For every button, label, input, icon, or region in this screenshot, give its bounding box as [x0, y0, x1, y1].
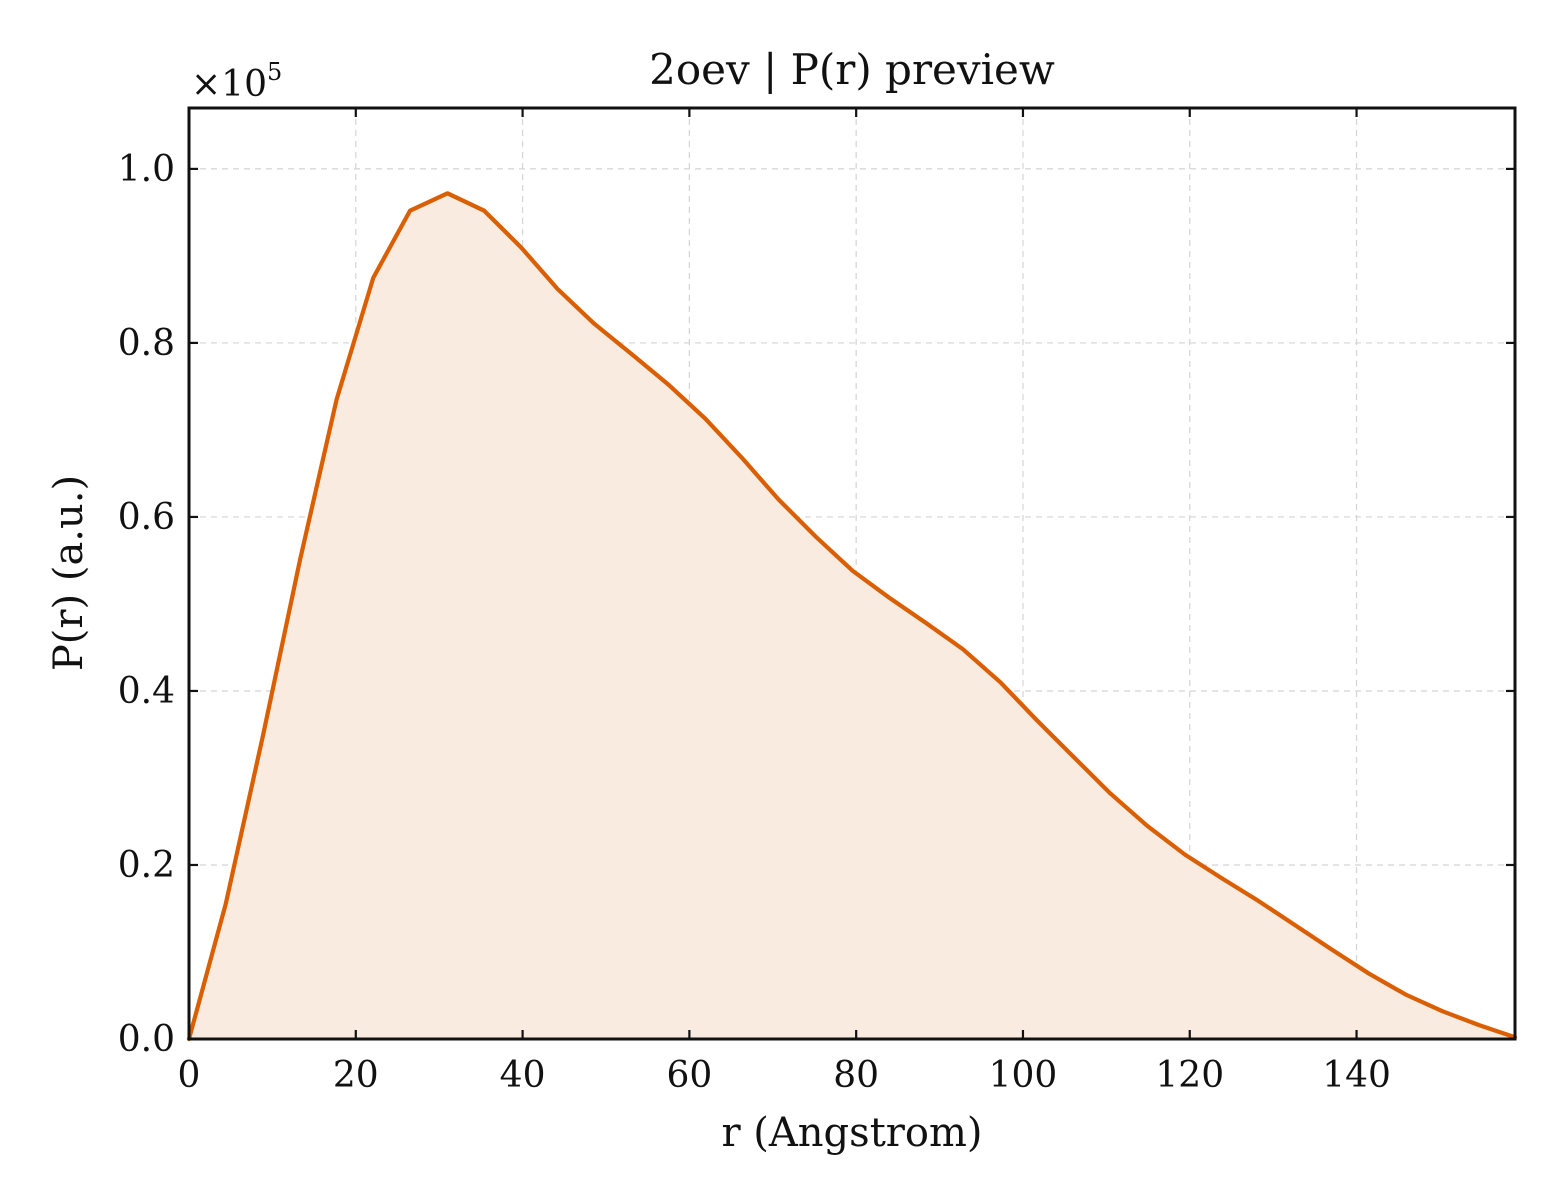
series-line: [186, 191, 1518, 1042]
series-area-fill: [189, 193, 1515, 1040]
x-tick-label-5: 100: [989, 1055, 1058, 1096]
y-tick-label-1: 0.2: [118, 845, 175, 886]
x-tick-label-0: 0: [178, 1055, 201, 1096]
y-exponent-power: 5: [267, 58, 282, 86]
y-axis-exponent: ×105: [191, 58, 282, 105]
x-tick-label-6: 120: [1155, 1055, 1224, 1096]
y-tick-label-4: 0.8: [118, 323, 175, 364]
x-tick-label-2: 40: [500, 1055, 546, 1096]
chart-title: 2oev | P(r) preview: [649, 45, 1055, 94]
y-tick-labels: 0.0 0.2 0.4 0.6 0.8 1.0: [118, 149, 175, 1060]
y-exponent-prefix: ×10: [191, 64, 267, 105]
y-tick-label-3: 0.6: [118, 497, 175, 538]
axis-ticks: [187, 108, 1515, 1041]
x-tick-labels: 0 20 40 60 80 100 120 140: [178, 1055, 1391, 1096]
y-tick-label-2: 0.4: [118, 671, 175, 712]
plot-frame: [187, 106, 1517, 1041]
x-tick-label-1: 20: [333, 1055, 379, 1096]
y-tick-label-0: 0.0: [118, 1019, 175, 1060]
x-tick-label-3: 60: [666, 1055, 712, 1096]
x-axis-label: r (Angstrom): [721, 1110, 982, 1156]
y-tick-label-5: 1.0: [118, 149, 175, 190]
y-axis-label: P(r) (a.u.): [46, 475, 92, 671]
x-tick-label-7: 140: [1322, 1055, 1391, 1096]
x-tick-label-4: 80: [833, 1055, 879, 1096]
